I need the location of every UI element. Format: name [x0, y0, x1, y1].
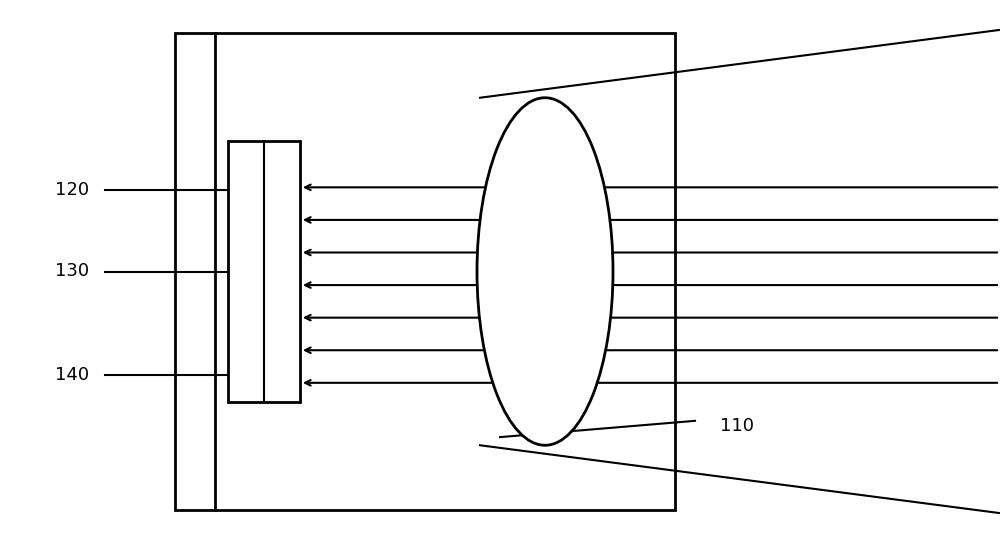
Text: 140: 140: [55, 365, 89, 384]
Bar: [175, 33, 675, 510]
Text: 110: 110: [720, 417, 754, 435]
Text: 120: 120: [55, 181, 89, 199]
Bar: [228, 141, 300, 402]
Text: 130: 130: [55, 262, 89, 281]
Ellipse shape: [477, 98, 613, 445]
